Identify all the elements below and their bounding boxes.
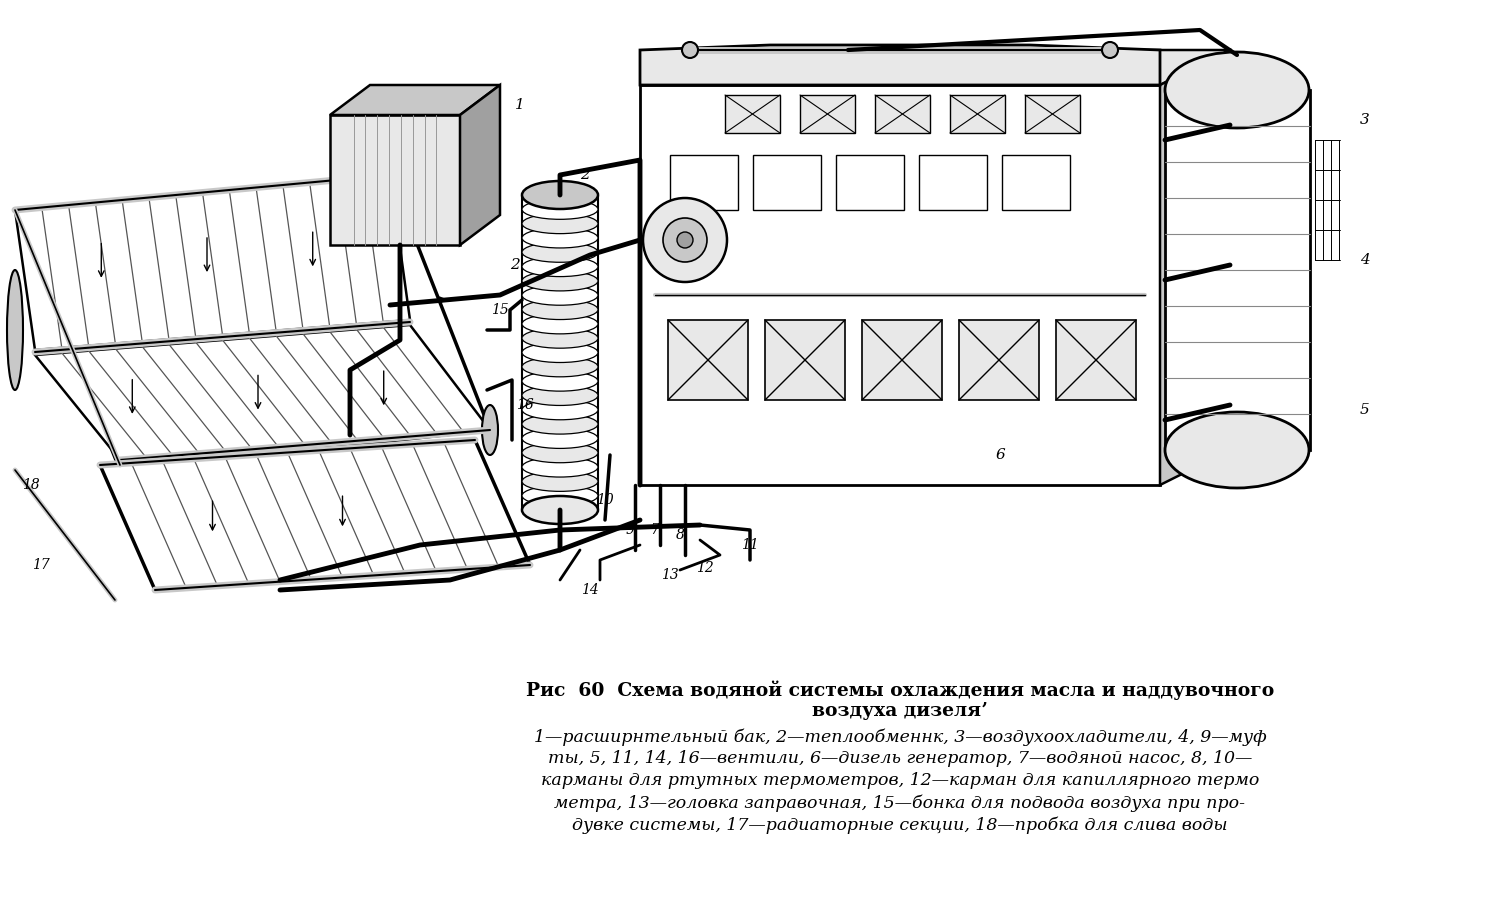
Ellipse shape [1103, 42, 1118, 58]
Polygon shape [800, 95, 855, 133]
Text: воздуха дизеляʼ: воздуха дизеляʼ [812, 702, 988, 720]
Text: 5: 5 [1360, 403, 1369, 417]
Ellipse shape [522, 386, 597, 405]
Polygon shape [752, 155, 821, 210]
Ellipse shape [522, 357, 597, 377]
Text: 1—расширнтельный бак, 2—теплообменнк, 3—воздухоохладители, 4, 9—муф: 1—расширнтельный бак, 2—теплообменнк, 3—… [533, 728, 1266, 745]
Text: 14: 14 [581, 583, 599, 597]
Ellipse shape [522, 285, 597, 305]
Polygon shape [836, 155, 904, 210]
Ellipse shape [522, 181, 597, 209]
Ellipse shape [522, 414, 597, 434]
Ellipse shape [522, 185, 597, 205]
Text: Рис  60  Схема водяной системы охлаждения масла и наддувочного: Рис 60 Схема водяной системы охлаждения … [526, 680, 1274, 700]
Polygon shape [15, 175, 410, 350]
Ellipse shape [522, 199, 597, 220]
Polygon shape [1025, 95, 1080, 133]
Ellipse shape [522, 429, 597, 448]
Polygon shape [875, 95, 930, 133]
Polygon shape [1001, 155, 1070, 210]
Polygon shape [951, 95, 1004, 133]
Polygon shape [668, 320, 748, 400]
Text: 2: 2 [510, 258, 520, 272]
Text: 11: 11 [741, 538, 758, 552]
Polygon shape [15, 175, 490, 470]
Ellipse shape [522, 457, 597, 477]
Ellipse shape [676, 232, 693, 248]
Ellipse shape [1165, 412, 1310, 488]
Ellipse shape [481, 405, 498, 455]
Polygon shape [641, 50, 1231, 85]
Ellipse shape [522, 213, 597, 233]
Ellipse shape [522, 443, 597, 463]
Text: ты, 5, 11, 14, 16—вентили, 6—дизель генератор, 7—водяной насос, 8, 10—: ты, 5, 11, 14, 16—вентили, 6—дизель гене… [548, 750, 1252, 767]
Text: 3: 3 [1360, 113, 1369, 127]
Ellipse shape [522, 271, 597, 291]
Text: метра, 13—головка заправочная, 15—бонка для подвода воздуха при про-: метра, 13—головка заправочная, 15—бонка … [554, 794, 1246, 812]
Polygon shape [960, 320, 1039, 400]
Polygon shape [764, 320, 845, 400]
Polygon shape [329, 85, 501, 115]
Polygon shape [919, 155, 986, 210]
Polygon shape [670, 155, 738, 210]
Polygon shape [863, 320, 942, 400]
Ellipse shape [522, 500, 597, 520]
Text: 4: 4 [1360, 253, 1369, 267]
Polygon shape [726, 95, 779, 133]
Text: 8: 8 [675, 528, 684, 542]
Text: 7: 7 [651, 523, 660, 537]
Text: 1: 1 [516, 98, 524, 112]
Ellipse shape [522, 343, 597, 362]
Text: 18: 18 [22, 478, 40, 492]
Polygon shape [329, 115, 460, 245]
Ellipse shape [522, 242, 597, 262]
Ellipse shape [1180, 75, 1220, 415]
Polygon shape [1161, 50, 1231, 485]
Polygon shape [641, 85, 1161, 485]
Text: 12: 12 [696, 561, 714, 575]
Polygon shape [34, 325, 490, 460]
Ellipse shape [7, 270, 22, 390]
Text: 15: 15 [492, 303, 510, 317]
Ellipse shape [522, 257, 597, 276]
Ellipse shape [663, 218, 706, 262]
Polygon shape [100, 440, 530, 590]
Polygon shape [1165, 90, 1310, 450]
Polygon shape [1056, 320, 1135, 400]
Ellipse shape [522, 485, 597, 506]
Ellipse shape [522, 371, 597, 391]
Text: 6: 6 [995, 448, 1004, 462]
Ellipse shape [522, 496, 597, 524]
Ellipse shape [1165, 52, 1310, 128]
Ellipse shape [644, 198, 727, 282]
Text: 17: 17 [31, 558, 49, 572]
Ellipse shape [522, 328, 597, 348]
Ellipse shape [522, 400, 597, 420]
Text: 9: 9 [626, 523, 635, 537]
Polygon shape [460, 85, 501, 245]
Text: 16: 16 [516, 398, 533, 412]
Text: 13: 13 [662, 568, 679, 582]
Ellipse shape [522, 228, 597, 248]
Text: дувке системы, 17—радиаторные секции, 18—пробка для слива воды: дувке системы, 17—радиаторные секции, 18… [572, 816, 1228, 833]
Text: карманы для ртутных термометров, 12—карман для капиллярного термо: карманы для ртутных термометров, 12—карм… [541, 772, 1259, 789]
Text: 2: 2 [580, 168, 590, 182]
Polygon shape [641, 45, 1161, 85]
Ellipse shape [522, 300, 597, 319]
Ellipse shape [682, 42, 697, 58]
Ellipse shape [522, 314, 597, 334]
Text: 10: 10 [596, 493, 614, 507]
Ellipse shape [522, 471, 597, 492]
